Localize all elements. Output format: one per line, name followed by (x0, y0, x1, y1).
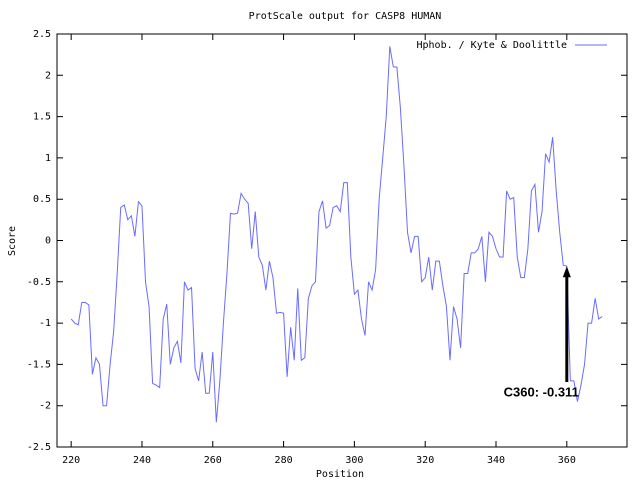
annotation-arrowhead (562, 266, 571, 278)
y-tick-label: -0.5 (27, 277, 51, 288)
x-tick-label: 260 (204, 455, 222, 466)
data-line (70, 46, 603, 423)
chart-title: ProtScale output for CASP8 HUMAN (249, 11, 442, 22)
y-tick-label: -2.5 (27, 442, 51, 453)
x-tick-label: 280 (275, 455, 293, 466)
annotation: C360: -0.311 (504, 384, 579, 399)
legend-label: Hphob. / Kyte & Doolittle (416, 40, 567, 51)
x-tick-label: 320 (416, 455, 434, 466)
y-tick-label: -1 (39, 318, 51, 329)
x-tick-label: 300 (345, 455, 363, 466)
x-axis-label: Position (316, 469, 364, 480)
y-tick-label: 1.5 (33, 112, 51, 123)
y-tick-label: -2 (39, 401, 51, 412)
y-tick-label: 2 (45, 70, 51, 81)
x-tick-label: 240 (133, 455, 151, 466)
y-tick-label: 0.5 (33, 194, 51, 205)
y-tick-label: -1.5 (27, 359, 51, 370)
y-axis-label: Score (7, 226, 18, 256)
y-tick-label: 2.5 (33, 29, 51, 40)
x-tick-label: 220 (62, 455, 80, 466)
x-tick-label: 340 (487, 455, 505, 466)
y-tick-label: 0 (45, 236, 51, 247)
y-tick-label: 1 (45, 153, 51, 164)
x-tick-label: 360 (558, 455, 576, 466)
